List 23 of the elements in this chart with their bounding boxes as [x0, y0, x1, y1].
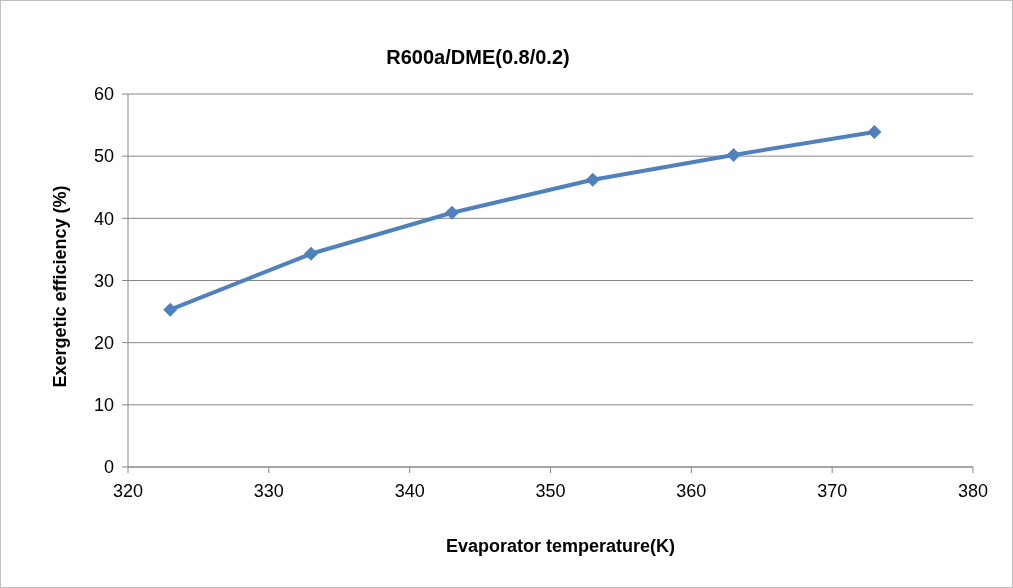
y-tick-label: 40 — [93, 208, 114, 229]
chart-title: R600a/DME(0.8/0.2) — [386, 46, 570, 68]
point — [304, 246, 319, 261]
x-tick-label: 330 — [253, 481, 284, 501]
y-tick-label: 20 — [93, 332, 114, 353]
x-axis-title: Evaporator temperature(K) — [445, 536, 676, 556]
y-tick-label: 60 — [93, 84, 114, 105]
y-tick-label: 10 — [93, 395, 114, 416]
x-tick-label: 360 — [676, 481, 707, 501]
x-tick-label: 370 — [817, 481, 848, 501]
point — [726, 147, 741, 162]
x-tick-label: 380 — [957, 481, 989, 501]
x-tick-label: 340 — [394, 481, 425, 501]
point — [585, 172, 600, 187]
y-axis-title: Exergetic efficiency (%) — [50, 185, 70, 388]
y-tick-label: 0 — [103, 457, 114, 478]
x-tick-label: 320 — [112, 481, 144, 501]
x-tick-label: 350 — [535, 481, 566, 501]
point — [444, 205, 459, 220]
point — [163, 302, 178, 317]
y-tick-label: 50 — [93, 146, 114, 167]
y-tick-label: 30 — [93, 270, 114, 291]
point — [867, 124, 882, 139]
